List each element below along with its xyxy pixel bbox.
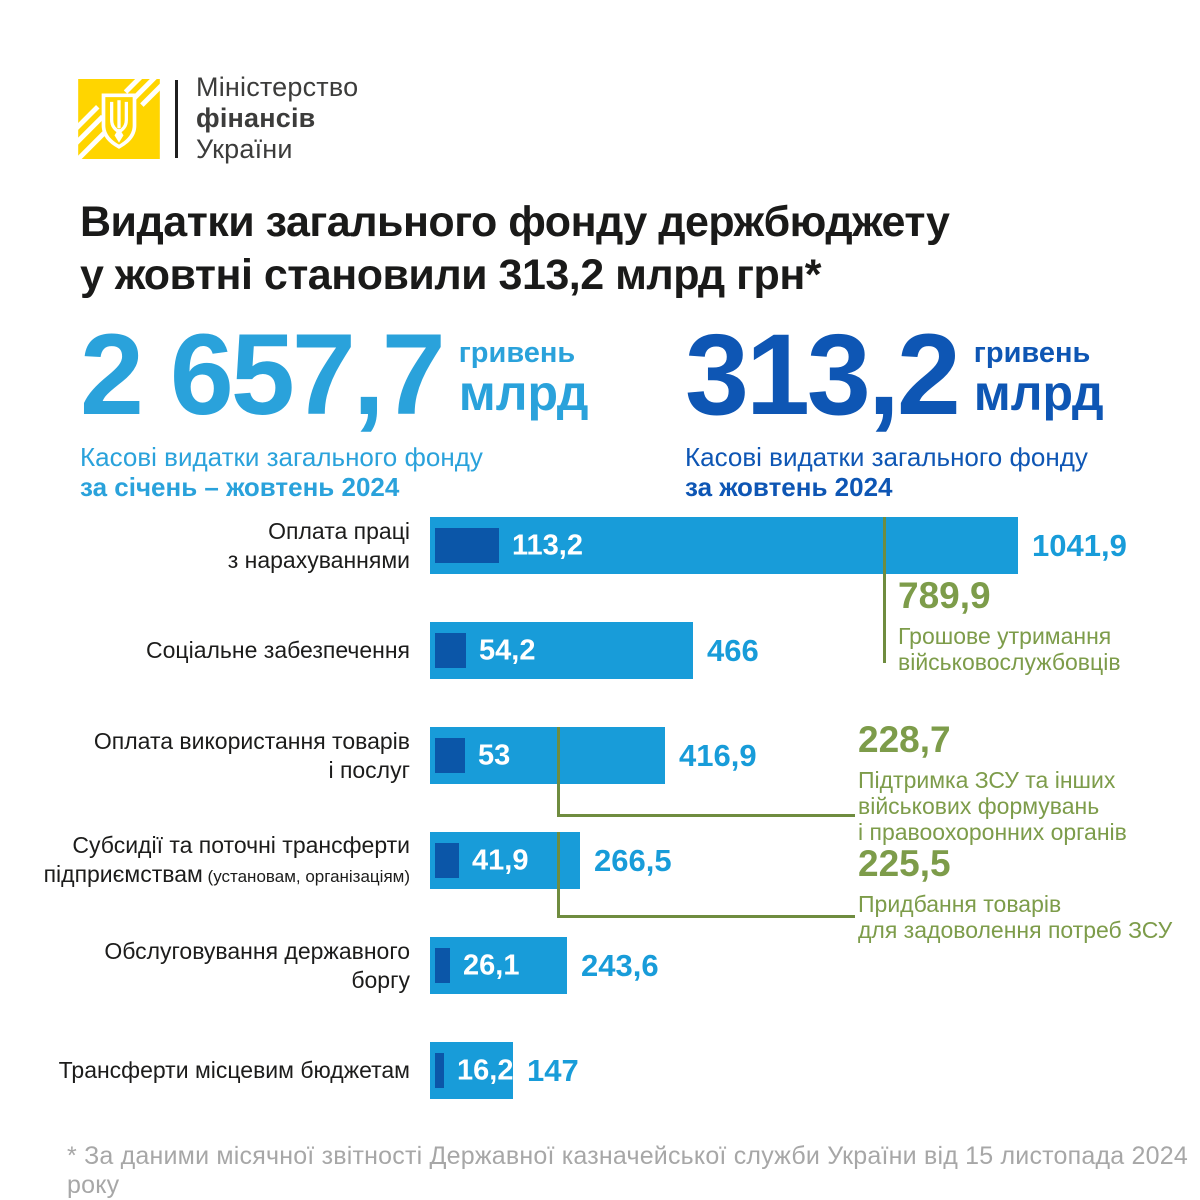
stat-october-unit-currency: гривень xyxy=(973,337,1091,369)
chart-row-bar-area: 54,2 466 xyxy=(430,622,759,679)
bar-total-value-label: 243,6 xyxy=(581,947,659,983)
chart-row-bar-area: 53 416,9 xyxy=(430,727,757,784)
chart-row: Оплата праці з нарахуваннями 113,2 1041,9 xyxy=(60,517,1127,574)
brand-divider xyxy=(175,79,178,158)
page-title-line-1: Видатки загального фонду держбюджету xyxy=(80,198,950,246)
stat-ytd: 2 657,7 гривень млрд Касові видатки зага… xyxy=(80,311,589,503)
stat-ytd-unit-currency: гривень xyxy=(458,337,576,369)
bar-october xyxy=(435,948,450,983)
annotation-zsu-support-line xyxy=(557,727,855,817)
annotation-goods-procurement: 225,5 Придбання товарів для задоволення … xyxy=(858,845,1172,943)
bar-total-value-label: 266,5 xyxy=(594,842,672,878)
annotation-goods-procurement-text: Придбання товарів для задоволення потреб… xyxy=(858,891,1173,943)
chart-row-bar-area: 113,2 1041,9 xyxy=(430,517,1127,574)
stat-ytd-value: 2 657,7 xyxy=(80,311,446,439)
page-title-line-2: у жовтні становили 313,2 млрд грн* xyxy=(80,251,822,299)
page-title: Видатки загального фонду держбюджету у ж… xyxy=(80,196,950,302)
chart-row-label: Соціальне забезпечення xyxy=(146,637,410,663)
chart-row-label: Оплата використання товарів і послуг xyxy=(93,727,410,783)
brand-line-3: України xyxy=(196,134,293,164)
chart-row-bar-area: 16,2 147 xyxy=(430,1042,579,1099)
stat-ytd-period: за січень – жовтень 2024 xyxy=(80,472,400,502)
brand-line-2: фінансів xyxy=(196,103,316,133)
annotation-military-pay-text: Грошове утримання військовослужбовців xyxy=(898,623,1121,675)
annotation-goods-procurement-line xyxy=(557,832,855,918)
chart-row-label: Трансферти місцевим бюджетам xyxy=(58,1057,410,1083)
source-footnote: * За даними місячної звітності Державної… xyxy=(67,1142,1188,1199)
brand-name: Міністерство фінансів України xyxy=(196,72,358,165)
annotation-zsu-support-text: Підтримка ЗСУ та інших військових формув… xyxy=(858,767,1127,845)
chart-row: Соціальне забезпечення 54,2 466 xyxy=(60,622,1127,679)
stat-ytd-caption: Касові видатки загального фонду xyxy=(80,442,483,472)
brand-line-1: Міністерство xyxy=(196,72,359,102)
annotation-military-pay-value: 789,9 xyxy=(898,575,991,616)
chart-row: Субсидії та поточні трансферти підприємст… xyxy=(43,831,1127,889)
bar-october-value-label: 26,1 xyxy=(463,949,520,981)
chart-row-label: Субсидії та поточні трансферти підприємст… xyxy=(43,831,410,887)
bar-total-value-label: 1041,9 xyxy=(1032,527,1127,563)
bar-total: 53 xyxy=(430,727,665,784)
stat-october: 313,2 гривень млрд Касові видатки загаль… xyxy=(685,311,1104,503)
bar-october xyxy=(435,738,465,773)
stat-october-caption: Касові видатки загального фонду xyxy=(685,442,1088,472)
chart-rows: Оплата праці з нарахуваннями 113,2 1041,9… xyxy=(43,517,1127,1099)
stat-october-value-row: 313,2 гривень млрд xyxy=(685,311,1104,439)
bar-october xyxy=(435,633,466,668)
bar-total-value-label: 416,9 xyxy=(679,737,757,773)
chart-row-bar-area: 26,1 243,6 xyxy=(430,937,659,994)
bar-october-value-label: 41,9 xyxy=(472,844,529,876)
bar-october xyxy=(435,528,499,563)
bar-total: 41,9 xyxy=(430,832,580,889)
bar-october-value-label: 16,2 xyxy=(457,1054,514,1086)
chart-row: Оплата використання товарів і послуг 53 4… xyxy=(60,727,1127,784)
bar-october-value-label: 53 xyxy=(478,739,511,771)
stat-ytd-value-row: 2 657,7 гривень млрд xyxy=(80,311,589,439)
annotation-zsu-support: 228,7 Підтримка ЗСУ та інших військових … xyxy=(858,721,1127,845)
stat-october-units: гривень млрд xyxy=(974,322,1104,418)
stat-ytd-unit-scale: млрд xyxy=(458,365,589,421)
bar-october-value-label: 113,2 xyxy=(512,529,583,561)
bar-october xyxy=(435,843,459,878)
bar-chart: Оплата праці з нарахуваннями 113,2 1041,9… xyxy=(43,517,1127,1147)
bar-october xyxy=(435,1053,444,1088)
annotation-goods-procurement-value: 225,5 xyxy=(858,843,951,884)
ministry-trident-logo-icon xyxy=(78,78,160,159)
stat-ytd-units: гривень млрд xyxy=(459,322,589,418)
bar-total: 26,1 xyxy=(430,937,567,994)
annotation-zsu-support-value: 228,7 xyxy=(858,719,951,760)
chart-row: Трансферти місцевим бюджетам 16,2 147 xyxy=(58,1042,1127,1099)
bar-october-value-label: 54,2 xyxy=(479,634,536,666)
annotation-military-pay-line xyxy=(883,517,886,663)
chart-row: Обслуговування державного боргу 26,1 243,… xyxy=(60,937,1127,994)
brand-header: Міністерство фінансів України xyxy=(78,72,358,165)
chart-row-label: Оплата праці з нарахуваннями xyxy=(227,517,410,573)
annotation-military-pay: 789,9 Грошове утримання військовослужбов… xyxy=(898,577,1121,675)
bar-total: 54,2 xyxy=(430,622,693,679)
bar-total: 16,2 xyxy=(430,1042,513,1099)
chart-row-bar-area: 41,9 266,5 xyxy=(430,832,672,889)
bar-total-value-label: 147 xyxy=(527,1052,579,1088)
chart-row-label: Обслуговування державного боргу xyxy=(104,937,410,993)
bar-total: 113,2 xyxy=(430,517,1018,574)
bar-total-value-label: 466 xyxy=(707,632,759,668)
stat-october-value: 313,2 xyxy=(685,311,961,439)
stat-october-period: за жовтень 2024 xyxy=(685,472,893,502)
stat-october-unit-scale: млрд xyxy=(973,365,1104,421)
